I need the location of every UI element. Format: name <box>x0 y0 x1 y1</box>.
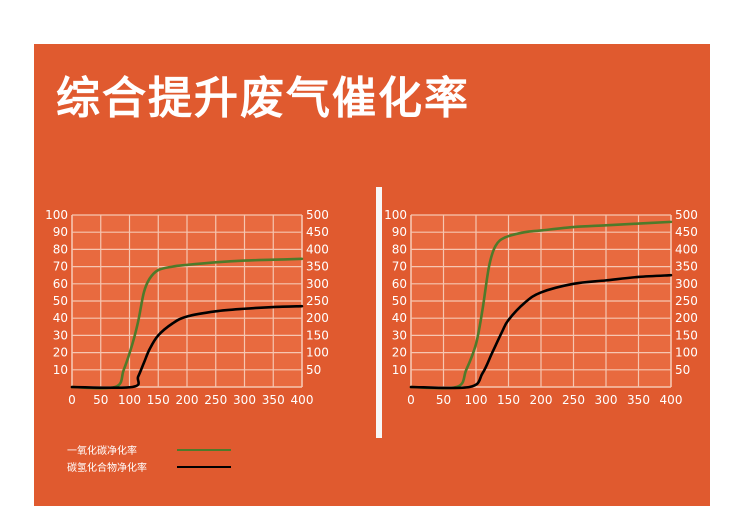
y-left-tick-label: 80 <box>392 242 407 256</box>
x-tick-label: 150 <box>497 393 520 407</box>
x-tick-label: 0 <box>407 393 415 407</box>
y-left-tick-label: 30 <box>53 328 68 342</box>
page-title: 综合提升废气催化率 <box>56 73 470 124</box>
y-left-tick-label: 80 <box>53 242 68 256</box>
chart-divider <box>376 187 382 438</box>
x-tick-label: 300 <box>595 393 618 407</box>
legend-label-co: 一氧化碳净化率 <box>67 446 137 457</box>
figure-panel: 综合提升废气催化率 10 50 20 100 30 150 40 200 50 250 60 300 7… <box>34 44 710 506</box>
y-left-tick-label: 50 <box>392 294 407 308</box>
x-tick-label: 350 <box>262 393 285 407</box>
chart-left-svg: 10 50 20 100 30 150 40 200 50 250 60 300 70 350 80 400 9… <box>45 208 329 407</box>
y-right-tick-label: 100 <box>306 346 329 360</box>
x-tick-label: 200 <box>530 393 553 407</box>
y-left-tick-label: 20 <box>53 346 68 360</box>
y-left-tick-label: 10 <box>392 363 407 377</box>
series-line-hc <box>409 273 673 390</box>
y-left-tick-label: 60 <box>53 277 68 291</box>
x-tick-label: 300 <box>233 393 256 407</box>
y-right-tick-label: 400 <box>675 242 698 256</box>
x-tick-label: 50 <box>436 393 451 407</box>
y-left-tick-label: 90 <box>53 225 68 239</box>
legend-label-hc: 碳氢化合物净化率 <box>67 463 147 474</box>
y-right-tick-label: 300 <box>306 277 329 291</box>
series-line-co <box>70 257 304 390</box>
series-line-hc <box>70 304 304 390</box>
y-right-tick-label: 300 <box>675 277 698 291</box>
y-right-tick-label: 400 <box>306 242 329 256</box>
chart-left: 10 50 20 100 30 150 40 200 50 250 60 300 70 350 80 400 9… <box>37 187 338 438</box>
y-right-tick-label: 200 <box>306 311 329 325</box>
y-right-tick-label: 350 <box>306 260 329 274</box>
y-right-tick-label: 150 <box>675 328 698 342</box>
y-right-tick-label: 450 <box>306 225 329 239</box>
y-left-tick-label: 60 <box>392 277 407 291</box>
y-right-tick-label: 500 <box>306 208 329 222</box>
x-tick-label: 250 <box>204 393 227 407</box>
x-tick-label: 350 <box>627 393 650 407</box>
series-line-co <box>409 220 673 390</box>
y-left-tick-label: 100 <box>45 208 68 222</box>
y-right-tick-label: 150 <box>306 328 329 342</box>
x-tick-label: 50 <box>93 393 108 407</box>
y-right-tick-label: 250 <box>306 294 329 308</box>
y-left-tick-label: 10 <box>53 363 68 377</box>
y-right-tick-label: 350 <box>675 260 698 274</box>
y-left-tick-label: 70 <box>392 260 407 274</box>
y-left-tick-label: 20 <box>392 346 407 360</box>
x-tick-label: 0 <box>68 393 76 407</box>
y-right-tick-label: 50 <box>306 363 321 377</box>
legend-item-co: 一氧化碳净化率 <box>67 442 231 457</box>
y-left-tick-label: 70 <box>53 260 68 274</box>
chart-right: 10 50 20 100 30 150 40 200 50 250 60 300 70 350 80 400 9… <box>376 187 707 438</box>
legend-swatch-hc <box>177 465 231 468</box>
y-right-tick-label: 50 <box>675 363 690 377</box>
x-tick-label: 100 <box>465 393 488 407</box>
x-tick-label: 400 <box>660 393 683 407</box>
y-left-tick-label: 100 <box>384 208 407 222</box>
legend-swatch-co <box>177 448 231 451</box>
x-tick-label: 400 <box>291 393 314 407</box>
y-left-tick-label: 40 <box>53 311 68 325</box>
y-right-tick-label: 250 <box>675 294 698 308</box>
y-right-tick-label: 500 <box>675 208 698 222</box>
y-right-tick-label: 450 <box>675 225 698 239</box>
x-tick-label: 150 <box>147 393 170 407</box>
x-tick-label: 100 <box>118 393 141 407</box>
y-left-tick-label: 50 <box>53 294 68 308</box>
legend-item-hc: 碳氢化合物净化率 <box>67 459 231 474</box>
y-left-tick-label: 90 <box>392 225 407 239</box>
y-left-tick-label: 30 <box>392 328 407 342</box>
y-right-tick-label: 100 <box>675 346 698 360</box>
y-left-tick-label: 40 <box>392 311 407 325</box>
x-tick-label: 250 <box>562 393 585 407</box>
y-right-tick-label: 200 <box>675 311 698 325</box>
x-tick-label: 200 <box>176 393 199 407</box>
chart-right-svg: 10 50 20 100 30 150 40 200 50 250 60 300 70 350 80 400 9… <box>376 187 698 438</box>
